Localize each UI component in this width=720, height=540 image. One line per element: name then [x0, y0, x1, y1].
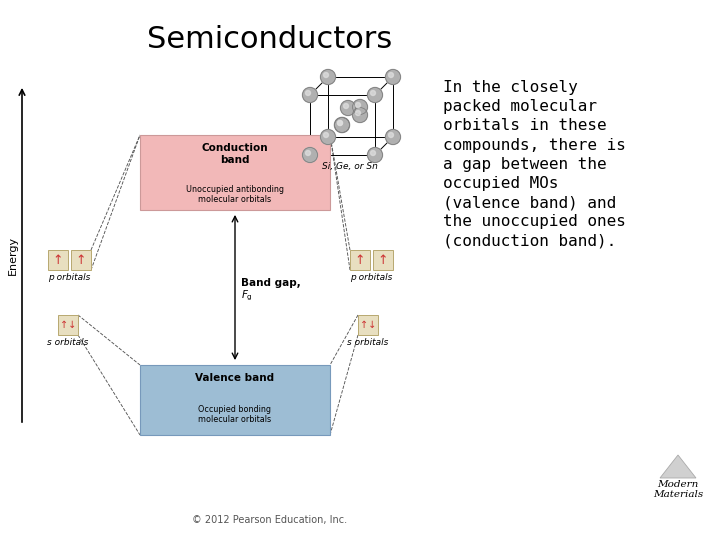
Text: Si, Ge, or Sn: Si, Ge, or Sn [322, 162, 378, 171]
Text: p orbitals: p orbitals [48, 273, 91, 282]
Circle shape [305, 91, 310, 96]
Circle shape [353, 99, 367, 114]
FancyBboxPatch shape [48, 250, 68, 270]
Circle shape [341, 100, 356, 116]
Text: ↑↓: ↑↓ [360, 320, 376, 330]
FancyBboxPatch shape [373, 250, 393, 270]
Text: Occupied bonding
molecular orbitals: Occupied bonding molecular orbitals [199, 405, 271, 424]
Text: Band gap,: Band gap, [241, 278, 301, 287]
Circle shape [389, 72, 394, 78]
FancyBboxPatch shape [140, 365, 330, 435]
Circle shape [320, 70, 336, 84]
Polygon shape [660, 455, 696, 478]
Circle shape [323, 132, 328, 138]
FancyBboxPatch shape [140, 135, 330, 210]
FancyBboxPatch shape [358, 315, 378, 335]
Text: ↑: ↑ [378, 253, 388, 267]
Text: Conduction
band: Conduction band [202, 143, 269, 165]
Circle shape [367, 87, 382, 103]
Circle shape [353, 107, 367, 123]
Circle shape [338, 120, 343, 125]
Text: Semiconductors: Semiconductors [148, 25, 392, 54]
Circle shape [302, 147, 318, 163]
Text: s orbitals: s orbitals [48, 338, 89, 347]
Circle shape [356, 111, 361, 116]
Circle shape [320, 130, 336, 145]
Circle shape [338, 120, 343, 125]
Circle shape [335, 118, 349, 132]
FancyBboxPatch shape [58, 315, 78, 335]
Text: $F_\mathrm{g}$: $F_\mathrm{g}$ [241, 288, 253, 303]
Text: © 2012 Pearson Education, Inc.: © 2012 Pearson Education, Inc. [192, 515, 348, 525]
Text: Valence band: Valence band [195, 373, 274, 383]
Text: Unoccupied antibonding
molecular orbitals: Unoccupied antibonding molecular orbital… [186, 185, 284, 205]
Circle shape [335, 118, 349, 132]
Text: p orbitals: p orbitals [351, 273, 392, 282]
Text: s orbitals: s orbitals [347, 338, 389, 347]
Circle shape [356, 103, 361, 107]
Text: ↑: ↑ [53, 253, 63, 267]
Circle shape [367, 147, 382, 163]
Text: ↑: ↑ [355, 253, 365, 267]
Circle shape [371, 151, 376, 156]
Circle shape [389, 132, 394, 138]
Text: Modern
Materials: Modern Materials [653, 480, 703, 500]
FancyBboxPatch shape [71, 250, 91, 270]
Circle shape [385, 130, 400, 145]
Circle shape [305, 151, 310, 156]
Circle shape [371, 91, 376, 96]
Circle shape [385, 70, 400, 84]
Text: ↑↓: ↑↓ [60, 320, 76, 330]
Circle shape [323, 72, 328, 78]
Text: ↑: ↑ [76, 253, 86, 267]
Circle shape [302, 87, 318, 103]
Circle shape [343, 104, 348, 109]
Text: In the closely
packed molecular
orbitals in these
compounds, there is
a gap betw: In the closely packed molecular orbitals… [443, 80, 626, 248]
FancyBboxPatch shape [350, 250, 370, 270]
Text: Energy: Energy [8, 235, 18, 274]
